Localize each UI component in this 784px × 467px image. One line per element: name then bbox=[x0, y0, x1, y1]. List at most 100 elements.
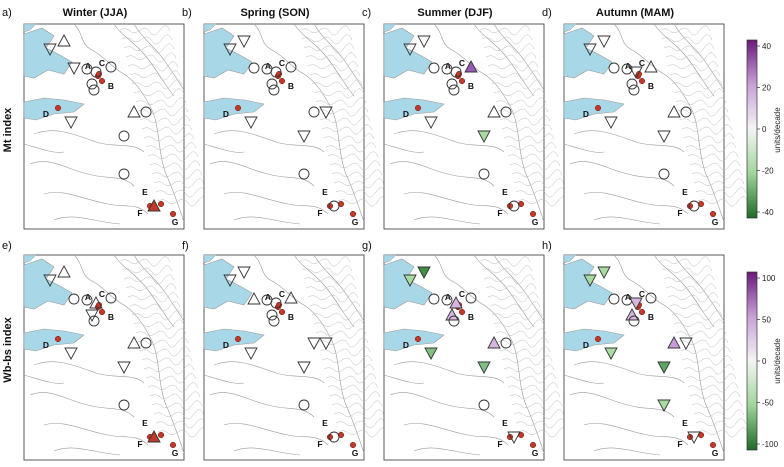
station-label-F: F bbox=[317, 439, 322, 449]
trend-symbol bbox=[57, 265, 71, 278]
station-label-C: C bbox=[99, 58, 105, 68]
trend-symbol bbox=[328, 200, 340, 212]
station-label-E: E bbox=[682, 187, 688, 197]
station-marker bbox=[709, 441, 717, 449]
colorbar-mt: 40 20 0 -20 -40 units/decade bbox=[746, 39, 782, 219]
trend-symbol bbox=[118, 168, 130, 180]
station-label-F: F bbox=[677, 439, 682, 449]
trend-symbol bbox=[127, 105, 141, 118]
sea-area bbox=[563, 97, 625, 121]
station-label-G: G bbox=[172, 448, 179, 458]
trend-symbol bbox=[424, 347, 438, 360]
panel-letter-1: a) bbox=[2, 7, 12, 19]
station-label-E: E bbox=[322, 187, 328, 197]
station-label-E: E bbox=[682, 418, 688, 428]
station-label-F: F bbox=[497, 208, 502, 218]
row-label-mt-index: Mt index bbox=[2, 107, 14, 152]
colorbar-tick: 20 bbox=[762, 84, 771, 93]
trend-symbol bbox=[680, 106, 692, 118]
trend-symbol bbox=[68, 293, 80, 305]
station-marker bbox=[278, 77, 286, 85]
colorbar-tick: 40 bbox=[762, 42, 771, 51]
trend-symbol bbox=[583, 43, 597, 56]
trend-symbol bbox=[478, 399, 490, 411]
station-marker bbox=[349, 441, 357, 449]
station-label-B: B bbox=[468, 312, 474, 322]
trend-symbol bbox=[628, 315, 640, 327]
station-label-G: G bbox=[532, 217, 539, 227]
colorbar-wb-bs-label: units/decade bbox=[773, 338, 782, 384]
trend-symbol bbox=[629, 66, 643, 79]
trend-symbol bbox=[450, 66, 462, 78]
map-panel-6: A B C D E F G bbox=[203, 254, 389, 461]
trend-symbol bbox=[247, 292, 261, 305]
row-label-wb-bs-index: Wb-bs index bbox=[2, 316, 14, 382]
trend-symbol bbox=[89, 296, 103, 309]
map-panel-4: A B C D E F G bbox=[563, 23, 749, 230]
trend-symbol bbox=[657, 130, 671, 143]
colorbar-tick: -20 bbox=[762, 167, 774, 176]
trend-symbol bbox=[417, 266, 431, 279]
station-marker bbox=[54, 335, 62, 343]
trend-symbol bbox=[248, 62, 260, 74]
map-panel-7: A B C D E F G bbox=[383, 254, 569, 461]
station-label-D: D bbox=[403, 109, 409, 119]
sea-area bbox=[383, 97, 445, 121]
station-label-C: C bbox=[459, 58, 465, 68]
station-label-F: F bbox=[677, 208, 682, 218]
station-marker bbox=[275, 301, 283, 309]
trend-symbol bbox=[657, 361, 671, 374]
station-marker bbox=[638, 308, 646, 316]
trend-symbol bbox=[90, 66, 102, 78]
sea-area bbox=[203, 258, 253, 310]
trend-symbol bbox=[308, 106, 320, 118]
sea-area bbox=[383, 27, 433, 79]
trend-symbol bbox=[285, 61, 297, 73]
trend-symbol bbox=[597, 35, 611, 48]
trend-symbol bbox=[57, 34, 71, 47]
trend-symbol bbox=[508, 200, 520, 212]
trend-symbol bbox=[629, 297, 643, 310]
station-marker bbox=[275, 70, 283, 78]
station-label-C: C bbox=[279, 289, 285, 299]
trend-symbol bbox=[446, 78, 458, 90]
station-marker bbox=[326, 433, 334, 441]
map-panel-3: A B C D E F G bbox=[383, 23, 569, 230]
station-label-B: B bbox=[468, 81, 474, 91]
station-marker bbox=[529, 210, 537, 218]
station-label-G: G bbox=[712, 217, 719, 227]
trend-symbol bbox=[500, 106, 512, 118]
station-label-A: A bbox=[85, 292, 91, 302]
station-marker bbox=[169, 441, 177, 449]
station-label-A: A bbox=[85, 61, 91, 71]
sea-area bbox=[203, 328, 265, 352]
trend-symbol bbox=[298, 168, 310, 180]
trend-symbol bbox=[298, 399, 310, 411]
trend-symbol bbox=[147, 199, 161, 212]
trend-symbol bbox=[43, 274, 57, 287]
trend-symbol bbox=[297, 361, 311, 374]
trend-symbol bbox=[319, 337, 333, 350]
trend-symbol bbox=[465, 292, 477, 304]
station-label-G: G bbox=[352, 448, 359, 458]
station-marker bbox=[278, 308, 286, 316]
trend-symbol bbox=[583, 274, 597, 287]
trend-symbol bbox=[445, 308, 459, 321]
trend-symbol bbox=[628, 84, 640, 96]
station-marker bbox=[95, 70, 103, 78]
trend-symbol bbox=[500, 337, 512, 349]
trend-symbol bbox=[284, 291, 298, 304]
sea-area bbox=[563, 258, 613, 310]
station-label-F: F bbox=[137, 439, 142, 449]
trend-symbol bbox=[85, 309, 99, 322]
station-label-D: D bbox=[403, 340, 409, 350]
panel-letter-4: d) bbox=[542, 7, 552, 19]
trend-symbol bbox=[244, 116, 258, 129]
map-panel-5: A B C D E F G bbox=[23, 254, 209, 461]
station-marker bbox=[686, 202, 694, 210]
colorbar-tick: 0 bbox=[762, 357, 767, 366]
station-label-A: A bbox=[445, 292, 451, 302]
column-title-spring: Spring (SON) bbox=[240, 7, 309, 19]
sea-area bbox=[563, 328, 625, 352]
trend-symbol bbox=[270, 297, 282, 309]
